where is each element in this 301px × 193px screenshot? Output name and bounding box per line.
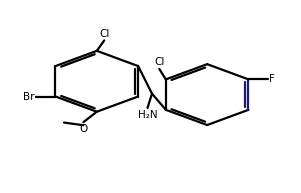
Text: Br: Br	[23, 91, 35, 102]
Text: H₂N: H₂N	[138, 110, 157, 120]
Text: Cl: Cl	[154, 57, 164, 67]
Text: O: O	[79, 124, 88, 134]
Text: F: F	[269, 74, 275, 84]
Text: Cl: Cl	[99, 29, 110, 39]
